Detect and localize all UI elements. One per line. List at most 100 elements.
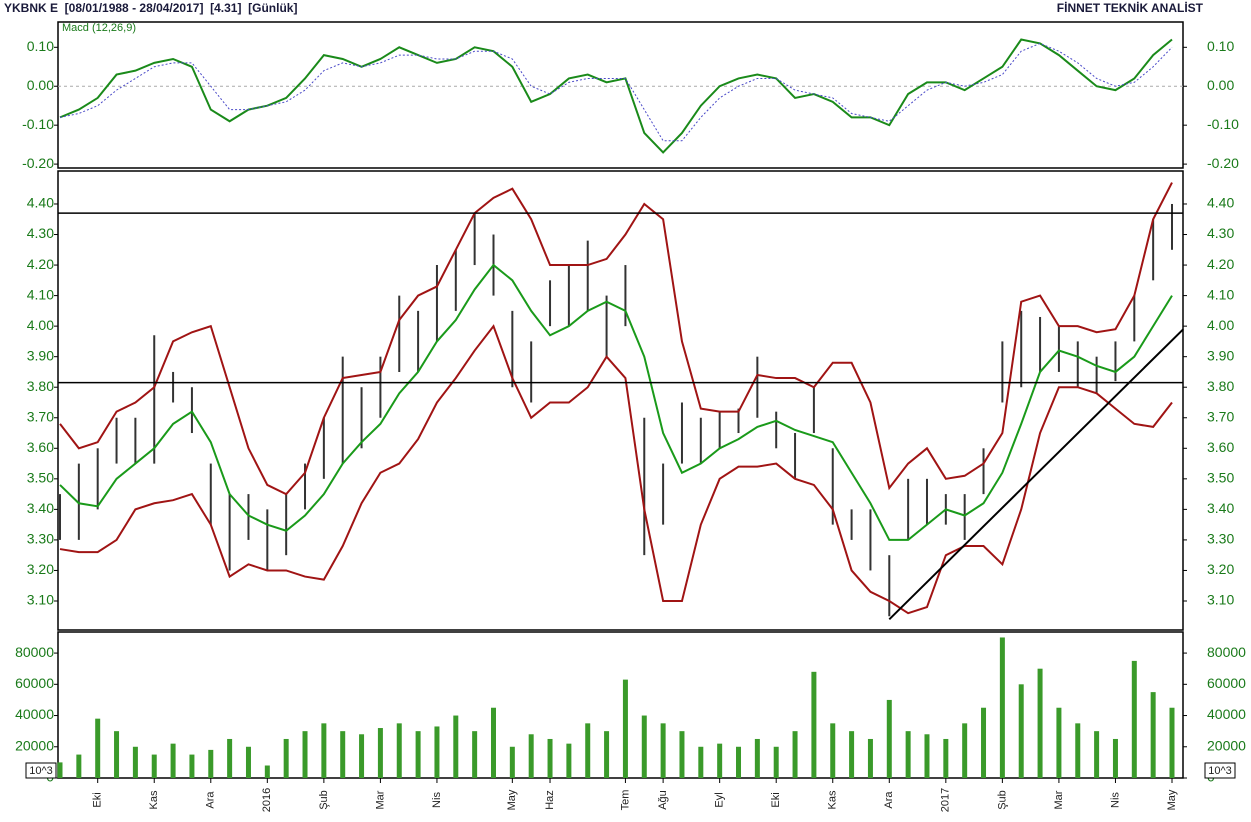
volume-bar (1037, 668, 1043, 778)
volume-bar (622, 679, 628, 778)
y-tick-label: 40000 (15, 706, 54, 722)
x-tick-label: Eki (770, 792, 782, 807)
y-tick-label: 0.10 (27, 38, 54, 54)
volume-bar (509, 746, 515, 778)
series-line (59, 263, 1173, 541)
y-tick-label: 0.00 (27, 77, 54, 93)
volume-bar (1169, 707, 1175, 778)
volume-bar (453, 715, 459, 778)
volume-bar (76, 754, 82, 778)
x-tick-label: Tem (619, 790, 631, 811)
x-tick-label: Eki (92, 792, 104, 807)
volume-bar (321, 723, 327, 778)
y-tick-label: 3.10 (1207, 592, 1234, 608)
volume-bar (1018, 684, 1024, 778)
x-tick-label: Eyl (714, 792, 726, 807)
x-tick-label: Ara (205, 791, 217, 809)
volume-bar (547, 738, 553, 778)
x-tick-label: Nis (1109, 792, 1121, 808)
panel-frame (57, 21, 1184, 169)
volume-bar (999, 637, 1005, 778)
volume-bar (660, 723, 666, 778)
volume-bar (359, 734, 365, 778)
volume-bar (396, 723, 402, 778)
panel-frame (57, 631, 1184, 779)
volume-bar (905, 731, 911, 778)
y-tick-label: 4.40 (27, 195, 54, 211)
unit-box (1204, 762, 1236, 779)
volume-bar (302, 731, 308, 778)
y-tick-label: 4.40 (1207, 195, 1234, 211)
y-tick-label: 20000 (1207, 737, 1246, 753)
y-tick-label: 40000 (1207, 706, 1246, 722)
y-tick-label: 3.60 (27, 439, 54, 455)
y-tick-label: 4.10 (27, 286, 54, 302)
volume-bar (962, 723, 968, 778)
volume-bar (943, 738, 949, 778)
y-tick-label: 3.70 (1207, 408, 1234, 424)
y-tick-label: 80000 (1207, 644, 1246, 660)
y-tick-label: -0.10 (1207, 116, 1239, 132)
y-tick-label: 3.90 (27, 347, 54, 363)
series-line (59, 182, 1173, 496)
volume-bar (981, 707, 987, 778)
x-tick-label: Ağu (657, 790, 669, 810)
volume-bar (867, 738, 873, 778)
y-tick-label: 0.10 (1207, 38, 1234, 54)
series-line (59, 38, 1173, 154)
x-tick-label: Haz (544, 790, 556, 810)
volume-bar (566, 743, 572, 778)
volume-bar (95, 718, 101, 778)
y-tick-label: 4.10 (1207, 286, 1234, 302)
volume-bar (245, 746, 251, 778)
volume-bar (57, 762, 63, 778)
volume-bar (830, 723, 836, 778)
volume-bar (340, 731, 346, 778)
volume-bar (415, 731, 421, 778)
volume-bar (528, 734, 534, 778)
y-tick-label: 0.00 (1207, 77, 1234, 93)
volume-bar (754, 738, 760, 778)
volume-bar (264, 765, 270, 778)
volume-bar (1094, 731, 1100, 778)
macd-title: Macd (12,26,9) (62, 22, 136, 34)
volume-bar (208, 749, 214, 778)
volume-bar (1150, 692, 1156, 778)
y-tick-label: 3.70 (27, 408, 54, 424)
series-line (59, 324, 1173, 615)
volume-bar (698, 746, 704, 778)
y-tick-label: 3.50 (27, 470, 54, 486)
y-tick-label: 3.20 (27, 561, 54, 577)
volume-bar (717, 743, 723, 778)
volume-bar (849, 731, 855, 778)
volume-bar (792, 731, 798, 778)
volume-bar (227, 738, 233, 778)
y-tick-label: -0.20 (22, 155, 54, 171)
volume-bar (151, 754, 157, 778)
volume-bar (377, 728, 383, 778)
y-tick-label: 3.90 (1207, 347, 1234, 363)
y-tick-label: 4.20 (27, 256, 54, 272)
y-tick-label: 4.30 (27, 225, 54, 241)
header-right: FİNNET TEKNİK ANALİST (1057, 0, 1204, 15)
volume-bar (114, 731, 120, 778)
unit-label: 10^3 (1208, 765, 1232, 777)
y-tick-label: 80000 (15, 644, 54, 660)
unit-label: 10^3 (29, 765, 53, 777)
y-tick-label: 3.20 (1207, 561, 1234, 577)
x-tick-label: Şub (996, 790, 1008, 810)
x-tick-label: Ara (883, 791, 895, 809)
volume-bar (189, 754, 195, 778)
x-tick-label: Nis (431, 792, 443, 808)
volume-bar (1075, 723, 1081, 778)
volume-bar (604, 731, 610, 778)
volume-bar (585, 723, 591, 778)
x-tick-label: 2017 (940, 788, 952, 812)
x-tick-label: May (506, 789, 518, 810)
volume-bar (679, 731, 685, 778)
x-tick-label: May (1166, 789, 1178, 810)
volume-bar (434, 726, 440, 778)
volume-bar (132, 746, 138, 778)
y-tick-label: 60000 (1207, 675, 1246, 691)
